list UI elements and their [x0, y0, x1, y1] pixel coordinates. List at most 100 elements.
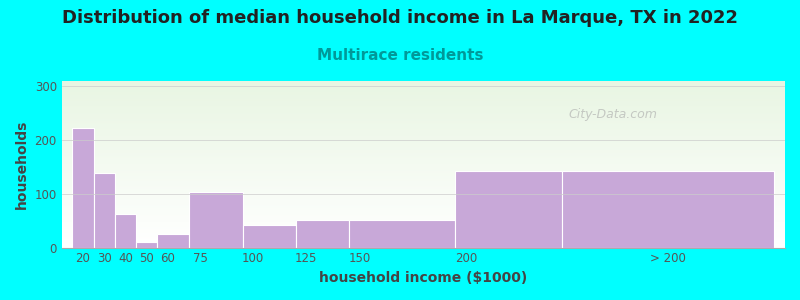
- Bar: [62, 107, 785, 108]
- Bar: [62, 222, 785, 223]
- Bar: [62, 198, 785, 199]
- Bar: [62, 178, 785, 179]
- Bar: [62, 204, 785, 205]
- Bar: [62, 162, 785, 163]
- Bar: [62, 100, 785, 101]
- Bar: [62, 117, 785, 118]
- Text: Multirace residents: Multirace residents: [317, 48, 483, 63]
- Bar: [62, 102, 785, 103]
- Bar: [62, 234, 785, 235]
- Bar: [62, 211, 785, 212]
- Bar: [62, 213, 785, 214]
- Bar: [62, 144, 785, 145]
- Bar: [62, 106, 785, 107]
- Bar: [62, 129, 785, 130]
- Bar: [62, 114, 785, 115]
- Bar: [62, 149, 785, 150]
- Bar: [62, 118, 785, 119]
- Bar: [62, 209, 785, 210]
- Bar: [62, 173, 785, 174]
- Bar: [62, 217, 785, 218]
- Bar: [62, 95, 785, 96]
- Bar: [62, 216, 785, 217]
- Bar: [62, 84, 785, 85]
- Bar: [62, 81, 785, 82]
- Bar: [62, 96, 785, 97]
- Bar: [62, 246, 785, 247]
- Bar: [62, 174, 785, 175]
- Bar: [62, 156, 785, 157]
- Bar: [62, 147, 785, 148]
- Bar: [62, 126, 785, 127]
- Bar: [62, 142, 785, 143]
- Bar: [62, 99, 785, 100]
- Bar: [62, 221, 785, 222]
- Bar: [62, 187, 785, 188]
- Bar: [62, 133, 785, 134]
- Bar: [62, 87, 785, 88]
- Bar: [62, 210, 785, 211]
- Bar: [62, 143, 785, 144]
- Bar: [62, 232, 785, 233]
- Bar: [62, 139, 785, 140]
- Bar: [62, 179, 785, 180]
- Bar: [62, 151, 785, 152]
- Bar: [62, 214, 785, 215]
- Bar: [62, 146, 785, 147]
- Bar: [62, 164, 785, 165]
- Bar: [242, 225, 296, 248]
- Bar: [62, 167, 785, 168]
- Bar: [62, 82, 785, 83]
- Bar: [62, 130, 785, 131]
- Bar: [62, 225, 785, 226]
- Bar: [62, 160, 785, 161]
- Bar: [62, 184, 785, 185]
- Bar: [62, 229, 785, 230]
- Bar: [62, 199, 785, 200]
- Bar: [62, 175, 785, 176]
- Bar: [455, 171, 562, 248]
- Bar: [158, 234, 190, 247]
- Bar: [62, 155, 785, 156]
- Bar: [62, 153, 785, 154]
- Bar: [62, 165, 785, 166]
- Bar: [62, 183, 785, 184]
- Bar: [62, 193, 785, 194]
- Bar: [62, 230, 785, 231]
- Bar: [62, 237, 785, 238]
- Bar: [62, 189, 785, 190]
- Bar: [62, 108, 785, 109]
- Bar: [62, 239, 785, 240]
- Bar: [62, 93, 785, 94]
- Bar: [62, 86, 785, 87]
- Bar: [562, 171, 774, 248]
- Bar: [62, 92, 785, 93]
- Bar: [62, 170, 785, 171]
- Bar: [62, 112, 785, 113]
- Bar: [62, 194, 785, 195]
- Bar: [62, 152, 785, 153]
- Bar: [62, 141, 785, 142]
- Bar: [62, 196, 785, 197]
- Bar: [62, 119, 785, 120]
- Bar: [62, 154, 785, 155]
- Bar: [62, 200, 785, 201]
- Bar: [62, 135, 785, 136]
- Bar: [62, 120, 785, 121]
- Bar: [62, 134, 785, 135]
- Bar: [62, 97, 785, 98]
- Bar: [62, 195, 785, 196]
- Bar: [62, 101, 785, 102]
- Bar: [62, 220, 785, 221]
- Bar: [62, 132, 785, 133]
- Bar: [296, 220, 349, 248]
- Bar: [62, 145, 785, 146]
- Bar: [62, 111, 785, 112]
- Bar: [62, 218, 785, 219]
- Bar: [62, 219, 785, 220]
- Bar: [62, 226, 785, 227]
- Bar: [62, 104, 785, 105]
- Bar: [62, 122, 785, 123]
- Bar: [62, 223, 785, 224]
- Bar: [62, 140, 785, 141]
